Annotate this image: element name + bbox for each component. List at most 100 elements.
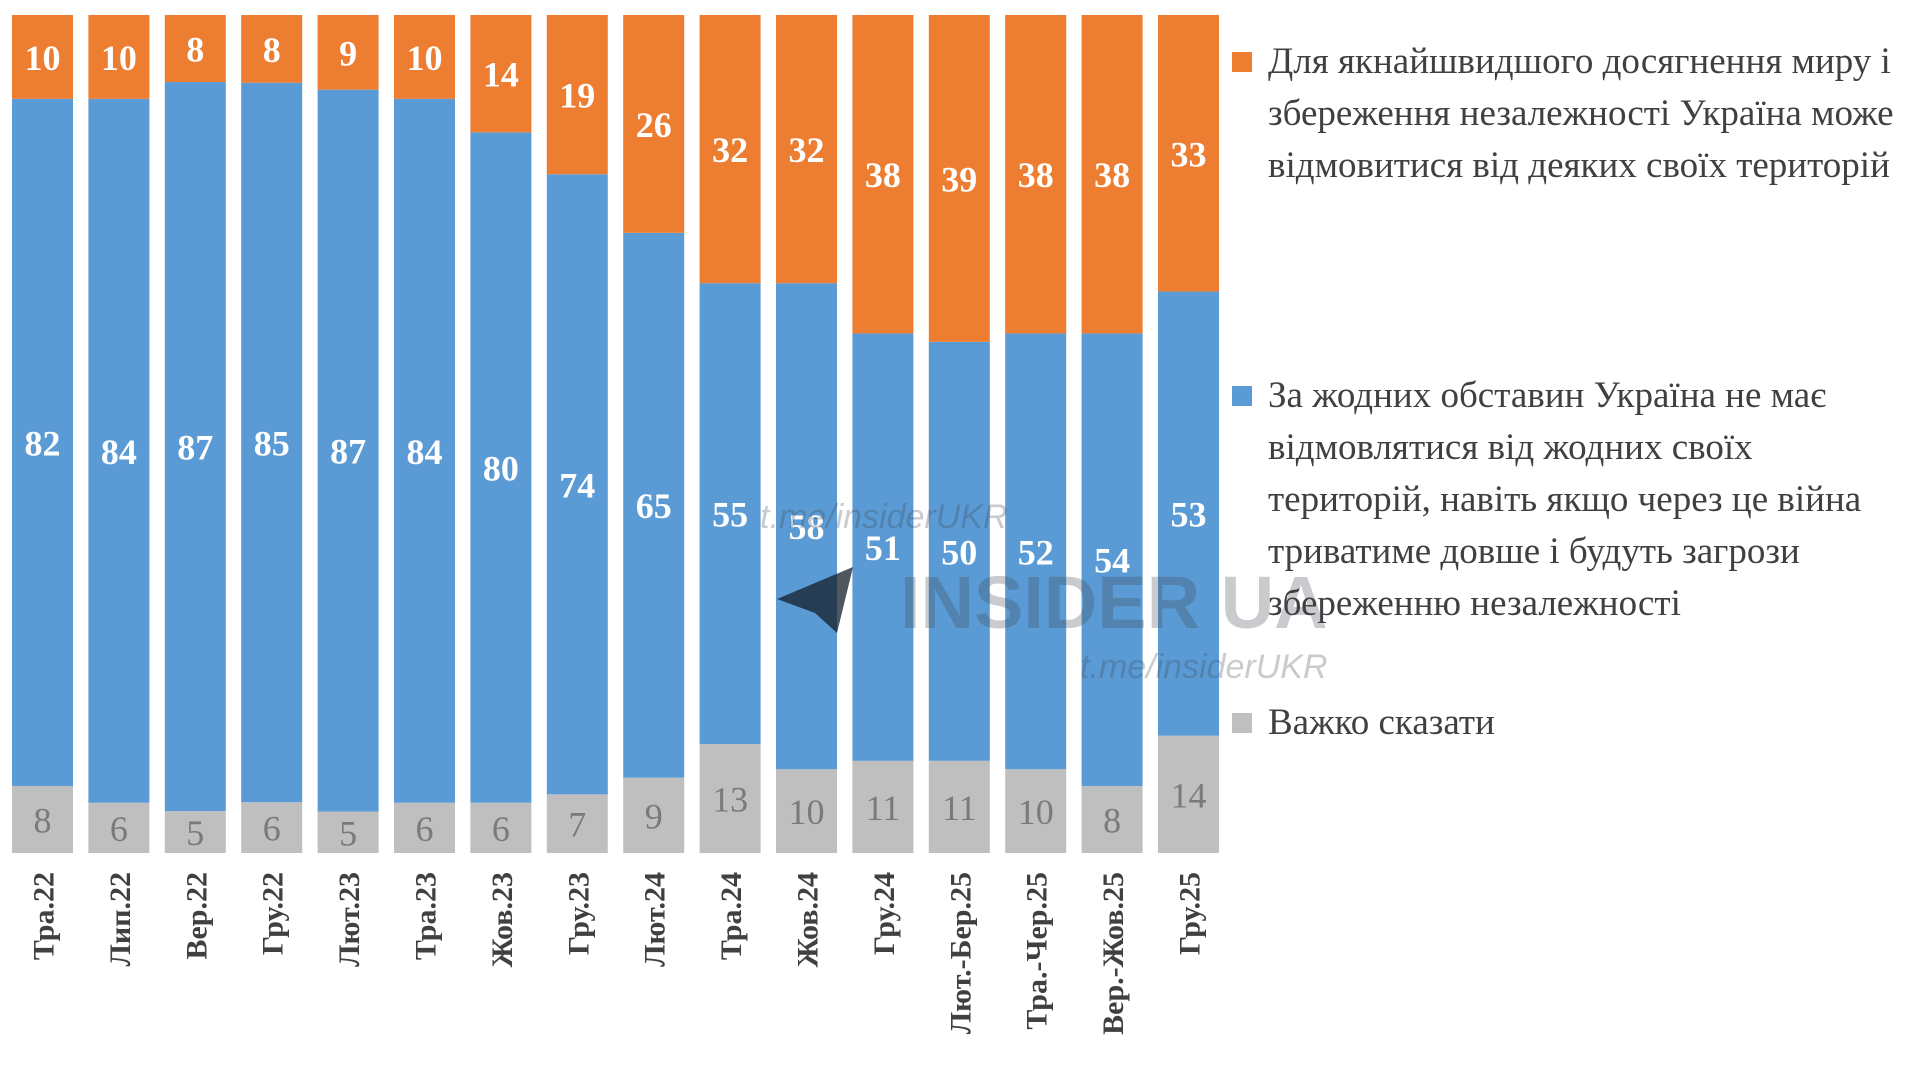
- data-label-no-concession: 58: [789, 507, 825, 547]
- bar-segment-concede: [241, 15, 303, 83]
- bar-segment-no-concession: [546, 174, 608, 795]
- data-label-concede: 14: [483, 55, 519, 95]
- bar-segment-no-concession: [164, 82, 226, 812]
- data-label-no-concession: 53: [1171, 495, 1207, 535]
- data-label-concede: 8: [263, 30, 281, 70]
- bar-segment-hard-to-say: [394, 802, 455, 853]
- bar-segment-no-concession: [1005, 333, 1067, 770]
- category-label: Лют.-Бер.25: [944, 872, 977, 1034]
- bar-segment-no-concession: [12, 98, 73, 786]
- data-label-concede: 33: [1171, 134, 1207, 174]
- data-label-no-concession: 52: [1018, 532, 1054, 572]
- bar-segment-no-concession: [623, 232, 685, 778]
- category-label: Тра.24: [715, 872, 748, 960]
- legend-label: За жодних обставин Україна не має відмов…: [1268, 375, 1862, 624]
- data-label-hard-to-say: 7: [568, 805, 586, 845]
- bar-segment-hard-to-say: [776, 769, 837, 853]
- legend-swatch-orange: [1232, 52, 1252, 72]
- data-label-hard-to-say: 5: [186, 813, 204, 853]
- bar-segment-hard-to-say: [1158, 735, 1219, 853]
- bar-segment-no-concession: [852, 333, 914, 761]
- data-label-hard-to-say: 10: [1018, 792, 1054, 832]
- data-label-hard-to-say: 5: [339, 813, 357, 853]
- bar-segment-no-concession: [776, 283, 837, 770]
- data-label-hard-to-say: 11: [866, 788, 901, 828]
- data-label-no-concession: 80: [483, 449, 519, 489]
- category-label: Гру.22: [257, 872, 290, 955]
- bar-segment-hard-to-say: [317, 811, 379, 853]
- data-label-no-concession: 84: [101, 432, 137, 472]
- legend-label: Для якнайшвидшого досягнення миру і збер…: [1268, 41, 1894, 186]
- stacked-bar-chart: 88210Тра.2268410Лип.225878Вер.226858Гру.…: [12, 15, 1219, 1035]
- data-label-hard-to-say: 6: [110, 809, 128, 849]
- category-label: Вер.22: [180, 872, 213, 960]
- bar-segment-no-concession: [699, 283, 761, 745]
- data-label-no-concession: 51: [865, 528, 901, 568]
- data-label-concede: 9: [339, 33, 357, 73]
- data-label-concede: 10: [25, 38, 61, 78]
- data-label-hard-to-say: 10: [789, 792, 825, 832]
- bar-segment-hard-to-say: [88, 802, 150, 853]
- bar-segment-hard-to-say: [470, 802, 532, 853]
- data-label-hard-to-say: 13: [712, 780, 748, 820]
- legend-label: Важко сказати: [1268, 702, 1495, 743]
- data-label-hard-to-say: 6: [492, 809, 510, 849]
- bar-segment-no-concession: [928, 341, 990, 761]
- bar-segment-no-concession: [1081, 333, 1143, 786]
- bar-segment-concede: [1081, 15, 1143, 334]
- data-label-no-concession: 55: [712, 495, 748, 535]
- data-label-no-concession: 50: [941, 532, 977, 572]
- data-label-concede: 38: [1018, 155, 1054, 195]
- category-label: Гру.25: [1174, 872, 1207, 955]
- legend-swatch-blue: [1232, 386, 1252, 406]
- data-label-no-concession: 87: [330, 432, 366, 472]
- category-label: Гру.24: [868, 872, 901, 955]
- bar-segment-no-concession: [394, 98, 455, 803]
- bar-segment-hard-to-say: [699, 744, 761, 853]
- bar-segment-concede: [1005, 15, 1067, 334]
- bar-segment-hard-to-say: [852, 760, 914, 853]
- data-label-hard-to-say: 6: [416, 809, 434, 849]
- bar-segment-no-concession: [470, 132, 532, 803]
- data-label-concede: 26: [636, 105, 672, 145]
- category-label: Тра.23: [410, 872, 443, 960]
- category-label: Жов.24: [792, 872, 825, 967]
- bar-segment-no-concession: [241, 82, 303, 803]
- category-label: Лип.22: [104, 872, 137, 966]
- data-label-no-concession: 85: [254, 423, 290, 463]
- data-label-hard-to-say: 6: [263, 809, 281, 849]
- data-label-concede: 10: [101, 38, 137, 78]
- data-label-no-concession: 82: [25, 423, 61, 463]
- bar-segment-hard-to-say: [1081, 785, 1143, 853]
- bar-segment-concede: [1158, 15, 1219, 292]
- data-label-no-concession: 65: [636, 486, 672, 526]
- bar-segment-concede: [164, 15, 226, 83]
- bar-segment-concede: [88, 15, 150, 99]
- category-label: Тра.-Чер.25: [1021, 872, 1054, 1030]
- bar-segment-concede: [928, 15, 990, 342]
- bar-segment-concede: [546, 15, 608, 175]
- bar-segment-hard-to-say: [1005, 769, 1067, 853]
- data-label-concede: 38: [865, 155, 901, 195]
- bar-segment-concede: [623, 15, 685, 233]
- data-label-hard-to-say: 9: [645, 796, 663, 836]
- data-label-concede: 32: [789, 130, 825, 170]
- bar-segment-hard-to-say: [623, 777, 685, 853]
- bar-segment-hard-to-say: [928, 760, 990, 853]
- data-label-concede: 10: [407, 38, 443, 78]
- bar-segment-concede: [852, 15, 914, 334]
- data-label-concede: 39: [941, 159, 977, 199]
- data-label-no-concession: 74: [559, 465, 595, 505]
- category-label: Тра.22: [28, 872, 61, 960]
- bar-segment-hard-to-say: [12, 785, 73, 853]
- bar-segment-concede: [394, 15, 455, 99]
- bar-segment-concede: [12, 15, 73, 99]
- category-label: Лют.24: [639, 872, 672, 967]
- legend-item-concede: Для якнайшвидшого досягнення миру і збер…: [1232, 36, 1912, 192]
- data-label-hard-to-say: 11: [942, 788, 977, 828]
- data-label-hard-to-say: 8: [1103, 800, 1121, 840]
- legend-item-no-concession: За жодних обставин Україна не має відмов…: [1232, 370, 1912, 630]
- bar-segment-hard-to-say: [241, 802, 303, 853]
- bar-segment-concede: [470, 15, 532, 133]
- data-label-no-concession: 54: [1094, 541, 1130, 581]
